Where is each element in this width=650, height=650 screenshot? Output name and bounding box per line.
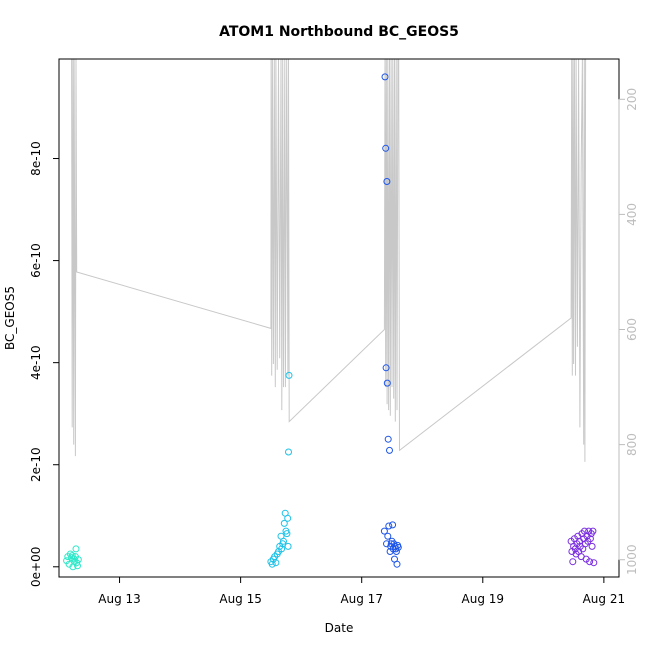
- data-point: [586, 558, 594, 566]
- data-point: [68, 552, 76, 560]
- data-point: [389, 521, 397, 529]
- y-tick-label: 2e-10: [29, 447, 43, 482]
- data-point: [589, 527, 597, 535]
- x-tick-label: Aug 13: [98, 592, 141, 606]
- data-point: [383, 379, 391, 387]
- data-point: [278, 545, 286, 553]
- points-layer: [63, 73, 598, 571]
- y-tick-label: 4e-10: [29, 345, 43, 380]
- data-point: [280, 537, 287, 545]
- data-point: [588, 542, 596, 550]
- data-point: [268, 560, 276, 568]
- x-tick-label: Aug 17: [340, 592, 383, 606]
- plot-frame: [58, 58, 620, 578]
- y-axis-right: 200 400 600 800 1000: [618, 88, 639, 575]
- data-point: [386, 446, 393, 454]
- data-point: [384, 435, 392, 443]
- y-axis-left: 0e+00 2e-10 4e-10 6e-10 8e-10: [29, 141, 60, 587]
- data-point: [394, 543, 402, 551]
- x-tick-label: Aug 21: [583, 592, 626, 606]
- data-point: [280, 519, 288, 527]
- y-tick-label: 0e+00: [29, 547, 43, 587]
- data-point: [382, 144, 390, 152]
- data-point: [393, 560, 401, 568]
- data-point: [272, 559, 280, 567]
- data-point: [74, 556, 82, 564]
- data-point: [384, 532, 392, 540]
- data-point: [380, 527, 388, 535]
- data-point: [590, 559, 598, 567]
- chart-title: ATOM1 Northbound BC_GEOS5: [219, 24, 459, 40]
- data-point: [383, 178, 391, 185]
- data-point: [382, 364, 390, 372]
- y-tick-label: 6e-10: [29, 243, 43, 278]
- y2-tick-label: 600: [625, 318, 639, 341]
- y2-tick-label: 800: [625, 433, 639, 456]
- y2-tick-label: 200: [625, 88, 639, 111]
- y-axis-label: BC_GEOS5: [3, 286, 17, 350]
- data-point: [285, 448, 292, 456]
- y2-tick-label: 1000: [625, 544, 639, 575]
- data-point: [586, 535, 594, 543]
- x-tick-label: Aug 19: [462, 592, 505, 606]
- data-point: [72, 545, 80, 553]
- x-axis: Aug 13 Aug 15 Aug 17 Aug 19 Aug 21: [98, 576, 626, 606]
- data-point: [285, 371, 293, 379]
- data-point: [284, 514, 292, 522]
- pressure-line-layer: [71, 59, 587, 462]
- y2-tick-label: 400: [625, 203, 639, 226]
- x-axis-label: Date: [325, 621, 354, 635]
- x-tick-label: Aug 15: [219, 592, 262, 606]
- data-point: [381, 73, 389, 81]
- data-point: [569, 558, 577, 566]
- y-tick-label: 8e-10: [29, 141, 43, 176]
- data-point: [385, 522, 393, 530]
- data-point: [283, 530, 291, 538]
- data-point: [284, 542, 292, 550]
- pressure-line: [71, 59, 587, 462]
